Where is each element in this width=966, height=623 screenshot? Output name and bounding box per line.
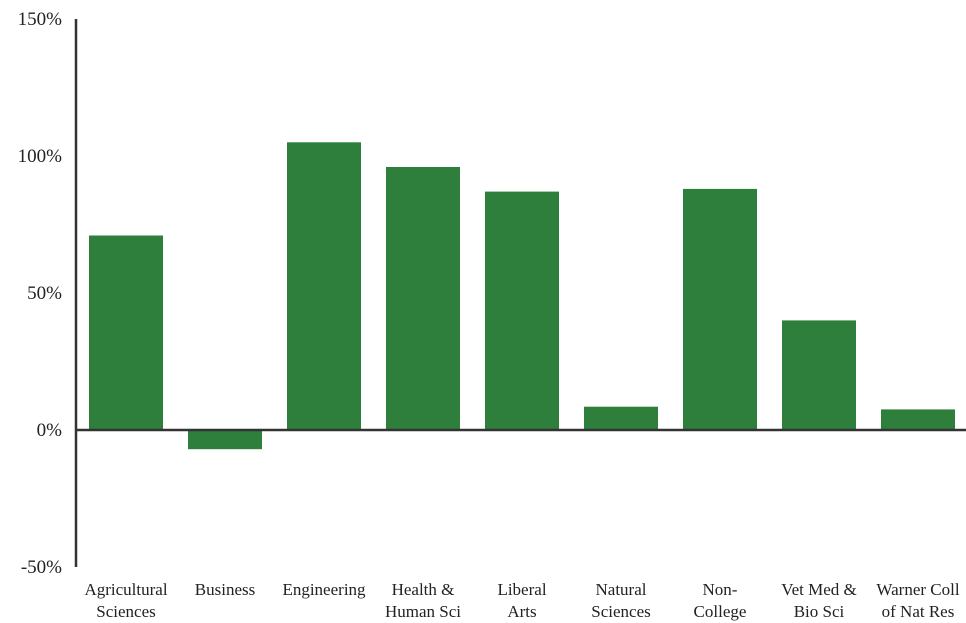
category-label-line: Non- (703, 580, 738, 599)
category-label: Natural Sciences (591, 580, 650, 621)
category-label: Liberal Arts (497, 580, 546, 621)
category-label: Business (195, 580, 255, 599)
bar-4 (485, 191, 559, 430)
bar-0 (89, 235, 163, 430)
y-tick-label: 0% (37, 420, 63, 441)
category-label-line: Sciences (591, 602, 650, 621)
category-label-line: Human Sci (385, 602, 461, 621)
y-tick-label: 100% (18, 146, 63, 167)
category-label-line: Sciences (96, 602, 155, 621)
bars-group (89, 142, 955, 450)
category-label-line: Bio Sci (794, 602, 845, 621)
category-label-line: Engineering (282, 580, 366, 599)
category-label: Health & Human Sci (385, 580, 461, 621)
bar-6 (683, 188, 757, 430)
category-label: Non- College (694, 580, 747, 621)
category-labels: Agricultural Sciences Business Engineering H… (84, 580, 959, 621)
y-tick-label: 50% (27, 283, 62, 304)
category-label-line: of Nat Res (882, 602, 955, 621)
category-label-line: Arts (507, 602, 536, 621)
category-label-line: College (694, 602, 747, 621)
bar-8 (881, 409, 955, 430)
category-label: Vet Med & Bio Sci (781, 580, 857, 621)
category-label-line: Business (195, 580, 255, 599)
category-label-line: Liberal (497, 580, 546, 599)
category-label-line: Warner Coll (876, 580, 959, 599)
y-tick-labels: -50% 0% 50% 100% 150% (18, 9, 63, 578)
bar-2 (287, 142, 361, 431)
bar-5 (584, 406, 658, 430)
category-label-line: Agricultural (84, 580, 167, 599)
category-label: Engineering (282, 580, 366, 599)
category-label-line: Vet Med & (781, 580, 857, 599)
category-label-line: Health & (392, 580, 455, 599)
category-label: Agricultural Sciences (84, 580, 167, 621)
bar-3 (386, 167, 460, 430)
category-label: Warner Coll of Nat Res (876, 580, 959, 621)
bar-7 (782, 320, 856, 430)
y-tick-label: 150% (18, 9, 63, 30)
bar-1 (188, 430, 262, 450)
y-tick-label: -50% (21, 557, 62, 578)
category-label-line: Natural (596, 580, 647, 599)
